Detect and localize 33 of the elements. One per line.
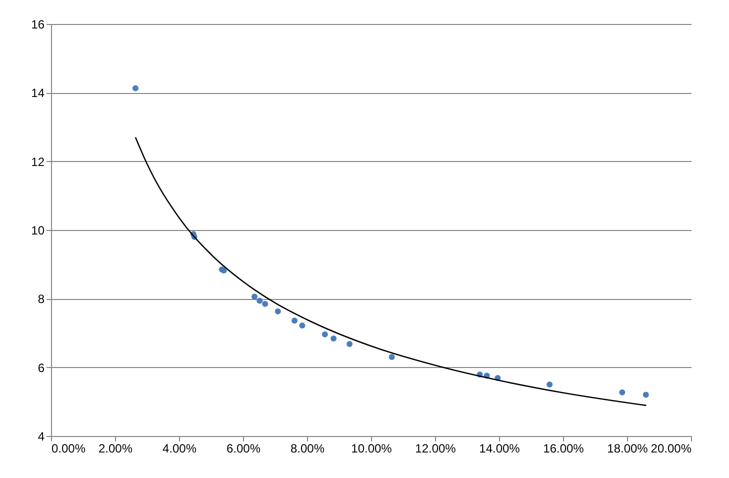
x-tick-label: 14.00% (479, 442, 520, 456)
y-tick-label: 10 (31, 224, 45, 238)
x-tick-label: 0.00% (52, 442, 86, 456)
y-tick-label: 16 (31, 18, 45, 32)
x-tick-label: 2.00% (98, 442, 133, 456)
point (546, 382, 553, 388)
point (262, 300, 268, 307)
x-tick-label: 10.00% (351, 442, 392, 456)
x-tick-label: 6.00% (226, 442, 261, 456)
point (256, 298, 263, 304)
point (299, 322, 306, 328)
x-tick-label: 8.00% (290, 442, 325, 456)
point (642, 392, 649, 398)
y-tick-label: 6 (38, 360, 45, 375)
y-tick-label: 14 (31, 86, 45, 100)
y-tick-label: 12 (31, 154, 45, 169)
y-tick-label: 4 (38, 430, 45, 444)
point (388, 354, 395, 360)
x-tick-label: 4.00% (162, 442, 197, 456)
point (322, 331, 328, 338)
x-tick-label: 16.00% (543, 442, 584, 456)
point (252, 294, 258, 300)
y-tick-label: 8 (38, 292, 45, 306)
point (292, 318, 298, 324)
x-tick-label: 12.00% (415, 442, 456, 456)
point (619, 389, 626, 396)
x-tick-label: 20.00% (650, 442, 692, 456)
point (274, 308, 281, 314)
point (330, 336, 337, 342)
point (346, 340, 353, 347)
line-series (134, 136, 647, 406)
point (132, 85, 138, 92)
x-tick-label: 18.00% (607, 442, 648, 456)
